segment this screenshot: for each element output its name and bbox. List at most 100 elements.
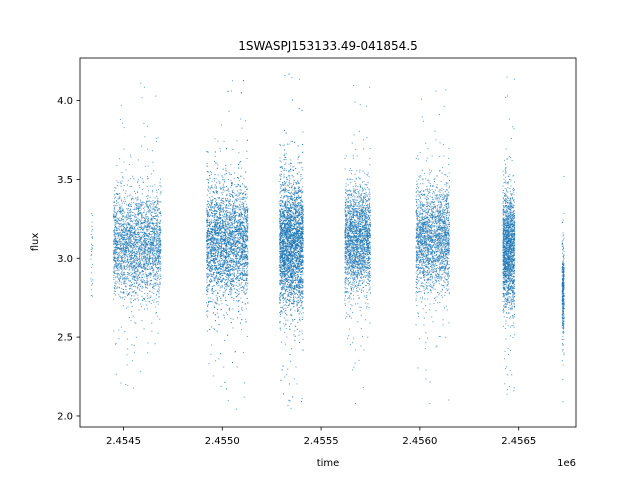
- data-point: [227, 234, 229, 236]
- data-point: [221, 194, 223, 196]
- data-point: [223, 209, 225, 211]
- data-point: [129, 240, 131, 242]
- data-point: [143, 297, 145, 299]
- data-point: [125, 230, 127, 232]
- data-point: [149, 223, 151, 225]
- data-point: [115, 264, 117, 266]
- data-point: [238, 222, 240, 224]
- data-point: [154, 252, 156, 254]
- data-point: [214, 285, 216, 287]
- data-point: [136, 239, 138, 241]
- data-point: [143, 280, 145, 282]
- data-point: [120, 264, 122, 266]
- data-point: [149, 211, 151, 213]
- data-point: [132, 269, 134, 271]
- data-point: [147, 297, 149, 299]
- data-point: [232, 270, 234, 272]
- data-point: [135, 203, 137, 205]
- data-point: [206, 259, 208, 261]
- data-point: [228, 226, 230, 228]
- data-point: [235, 408, 237, 410]
- data-point: [147, 258, 149, 260]
- data-point: [145, 262, 147, 264]
- data-point: [239, 204, 241, 206]
- data-point: [236, 263, 238, 265]
- data-point: [141, 267, 143, 269]
- data-point: [236, 225, 238, 227]
- data-point: [217, 257, 219, 259]
- data-point: [136, 223, 138, 225]
- data-point: [237, 211, 239, 213]
- data-point: [244, 191, 246, 193]
- data-point: [208, 234, 210, 236]
- data-point: [230, 186, 232, 188]
- data-point: [148, 223, 150, 225]
- data-point: [113, 247, 115, 249]
- data-point: [155, 257, 157, 259]
- data-point: [119, 241, 121, 243]
- data-point: [113, 197, 115, 199]
- data-point: [117, 221, 119, 223]
- data-point: [242, 275, 244, 277]
- data-point: [217, 219, 219, 221]
- data-point: [212, 260, 214, 262]
- data-point: [207, 201, 209, 203]
- data-point: [116, 262, 118, 264]
- data-point: [116, 260, 118, 262]
- data-point: [136, 283, 138, 285]
- data-point: [233, 273, 235, 275]
- data-point: [244, 271, 246, 273]
- data-point: [141, 291, 143, 293]
- data-point: [129, 228, 131, 230]
- data-point: [220, 252, 222, 254]
- data-point: [246, 271, 248, 273]
- data-point: [219, 265, 221, 267]
- data-point: [139, 262, 141, 264]
- data-point: [148, 260, 150, 262]
- data-point: [131, 284, 133, 286]
- data-point: [116, 266, 118, 268]
- data-point: [149, 290, 151, 292]
- data-point: [222, 291, 224, 293]
- data-point: [148, 236, 150, 238]
- data-point: [158, 229, 160, 231]
- data-point: [240, 270, 242, 272]
- data-point: [230, 259, 232, 261]
- data-point: [160, 229, 162, 231]
- data-point: [120, 244, 122, 246]
- data-point: [227, 304, 229, 306]
- data-point: [139, 248, 141, 250]
- data-point: [134, 226, 136, 228]
- data-point: [226, 221, 228, 223]
- data-point: [135, 245, 137, 247]
- data-point: [137, 253, 139, 255]
- data-point: [207, 239, 209, 241]
- data-point: [151, 330, 153, 332]
- data-point: [138, 270, 140, 272]
- data-point: [160, 212, 162, 214]
- data-point: [206, 267, 208, 269]
- data-point: [144, 264, 146, 266]
- data-point: [116, 254, 118, 256]
- data-point: [117, 246, 119, 248]
- data-point: [130, 256, 132, 258]
- data-point: [145, 205, 147, 207]
- data-point: [213, 226, 215, 228]
- data-point: [139, 272, 141, 274]
- data-point: [223, 197, 225, 199]
- data-point: [226, 224, 228, 226]
- data-point: [219, 227, 221, 229]
- data-point: [136, 220, 138, 222]
- data-point: [239, 249, 241, 251]
- data-point: [119, 208, 121, 210]
- data-point: [126, 277, 128, 279]
- data-point: [209, 273, 211, 275]
- data-point: [208, 171, 210, 173]
- data-point: [147, 177, 149, 179]
- data-point: [155, 241, 157, 243]
- data-point: [230, 283, 232, 285]
- data-point: [154, 231, 156, 233]
- data-point: [133, 178, 135, 180]
- data-point: [215, 162, 217, 164]
- data-point: [218, 215, 220, 217]
